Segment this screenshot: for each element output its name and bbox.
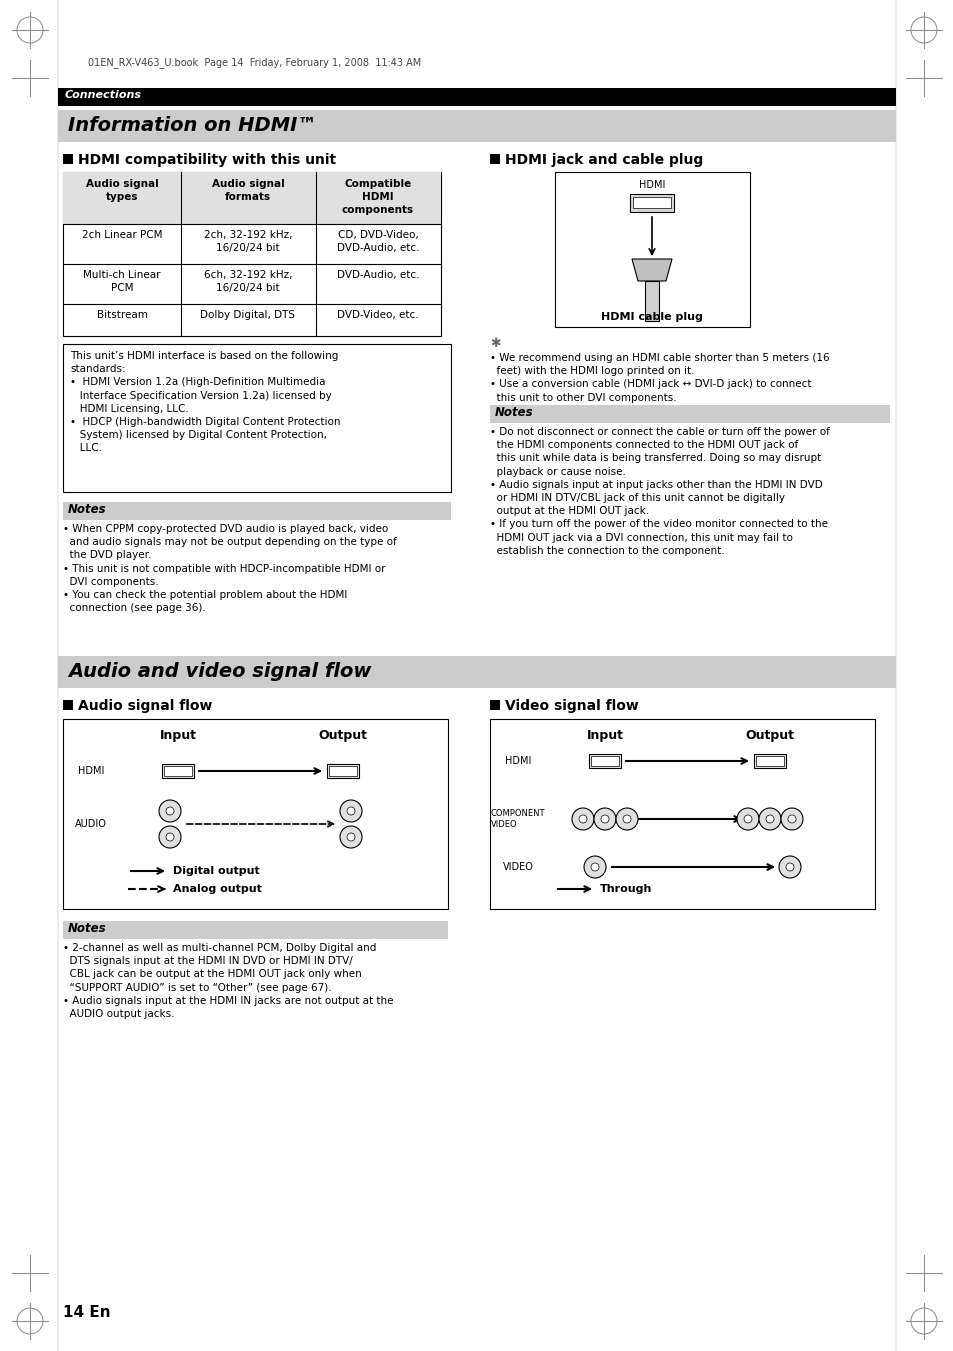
- Text: Through: Through: [599, 884, 652, 894]
- Text: 6ch, 32-192 kHz,
16/20/24 bit: 6ch, 32-192 kHz, 16/20/24 bit: [204, 270, 292, 293]
- Text: Audio and video signal flow: Audio and video signal flow: [68, 662, 371, 681]
- Text: Digital output: Digital output: [172, 866, 259, 875]
- Bar: [63, 172, 440, 224]
- Circle shape: [347, 807, 355, 815]
- Text: HDMI jack and cable plug: HDMI jack and cable plug: [504, 153, 702, 168]
- Circle shape: [339, 825, 361, 848]
- Bar: [490, 700, 499, 711]
- Text: Audio signal
formats: Audio signal formats: [212, 178, 284, 203]
- Text: HDMI cable plug: HDMI cable plug: [600, 312, 702, 322]
- Circle shape: [590, 863, 598, 871]
- Text: • 2-channel as well as multi-channel PCM, Dolby Digital and
  DTS signals input : • 2-channel as well as multi-channel PCM…: [63, 943, 393, 1019]
- Bar: [63, 921, 448, 939]
- Text: Notes: Notes: [495, 407, 533, 419]
- Circle shape: [572, 808, 594, 830]
- Bar: [644, 281, 659, 322]
- Text: HDMI: HDMI: [639, 180, 664, 190]
- Polygon shape: [631, 259, 671, 281]
- Bar: [555, 172, 749, 327]
- Bar: [164, 766, 192, 775]
- Text: COMPONENT
VIDEO: COMPONENT VIDEO: [490, 809, 545, 830]
- Bar: [588, 754, 620, 767]
- Circle shape: [785, 863, 793, 871]
- Bar: [490, 154, 499, 163]
- Bar: [63, 154, 73, 163]
- Bar: [63, 345, 451, 492]
- Bar: [327, 765, 358, 778]
- Text: Connections: Connections: [65, 91, 142, 100]
- Text: Compatible
HDMI
components: Compatible HDMI components: [341, 178, 414, 215]
- Text: Information on HDMI™: Information on HDMI™: [68, 116, 316, 135]
- Circle shape: [166, 834, 173, 842]
- Bar: [490, 405, 889, 423]
- Text: This unit’s HDMI interface is based on the following
standards:
•  HDMI Version : This unit’s HDMI interface is based on t…: [70, 351, 340, 454]
- Bar: [58, 657, 895, 688]
- Circle shape: [779, 857, 801, 878]
- Text: Output: Output: [744, 730, 794, 742]
- Text: Output: Output: [318, 730, 367, 742]
- Circle shape: [166, 807, 173, 815]
- Bar: [58, 88, 895, 105]
- Circle shape: [737, 808, 759, 830]
- Text: Audio signal flow: Audio signal flow: [78, 698, 213, 713]
- Text: 14 En: 14 En: [63, 1305, 111, 1320]
- Text: 2ch Linear PCM: 2ch Linear PCM: [82, 230, 162, 240]
- Text: AUDIO: AUDIO: [75, 819, 107, 830]
- Text: HDMI: HDMI: [78, 766, 104, 775]
- Bar: [633, 197, 670, 208]
- Text: Analog output: Analog output: [172, 884, 262, 894]
- Text: • Do not disconnect or connect the cable or turn off the power of
  the HDMI com: • Do not disconnect or connect the cable…: [490, 427, 829, 555]
- Circle shape: [594, 808, 616, 830]
- Text: • We recommend using an HDMI cable shorter than 5 meters (16
  feet) with the HD: • We recommend using an HDMI cable short…: [490, 353, 829, 403]
- Bar: [58, 109, 895, 142]
- Text: 01EN_RX-V463_U.book  Page 14  Friday, February 1, 2008  11:43 AM: 01EN_RX-V463_U.book Page 14 Friday, Febr…: [88, 57, 421, 68]
- Bar: [162, 765, 193, 778]
- Text: Audio signal
types: Audio signal types: [86, 178, 158, 203]
- Text: DVD-Video, etc.: DVD-Video, etc.: [336, 309, 418, 320]
- Text: 2ch, 32-192 kHz,
16/20/24 bit: 2ch, 32-192 kHz, 16/20/24 bit: [204, 230, 292, 253]
- Bar: [63, 172, 440, 336]
- Text: Bitstream: Bitstream: [96, 309, 148, 320]
- Bar: [590, 757, 618, 766]
- Text: Video signal flow: Video signal flow: [504, 698, 639, 713]
- Circle shape: [787, 815, 795, 823]
- Circle shape: [765, 815, 773, 823]
- Text: Multi-ch Linear
PCM: Multi-ch Linear PCM: [83, 270, 161, 293]
- Circle shape: [347, 834, 355, 842]
- Circle shape: [578, 815, 586, 823]
- Bar: [629, 195, 673, 212]
- Text: HDMI: HDMI: [504, 757, 531, 766]
- Circle shape: [743, 815, 751, 823]
- Bar: [63, 719, 448, 909]
- Circle shape: [616, 808, 638, 830]
- Bar: [755, 757, 783, 766]
- Text: Input: Input: [586, 730, 623, 742]
- Text: VIDEO: VIDEO: [502, 862, 533, 871]
- Circle shape: [159, 825, 181, 848]
- Circle shape: [781, 808, 802, 830]
- Text: • When CPPM copy-protected DVD audio is played back, video
  and audio signals m: • When CPPM copy-protected DVD audio is …: [63, 524, 396, 613]
- Text: HDMI compatibility with this unit: HDMI compatibility with this unit: [78, 153, 335, 168]
- Circle shape: [583, 857, 605, 878]
- Text: Notes: Notes: [68, 503, 107, 516]
- Bar: [329, 766, 356, 775]
- Text: CD, DVD-Video,
DVD-Audio, etc.: CD, DVD-Video, DVD-Audio, etc.: [336, 230, 418, 253]
- Circle shape: [759, 808, 781, 830]
- Bar: [63, 503, 451, 520]
- Circle shape: [339, 800, 361, 821]
- Circle shape: [159, 800, 181, 821]
- Bar: [63, 700, 73, 711]
- Text: Dolby Digital, DTS: Dolby Digital, DTS: [200, 309, 295, 320]
- Text: DVD-Audio, etc.: DVD-Audio, etc.: [336, 270, 418, 280]
- Text: ✱: ✱: [490, 336, 500, 350]
- Bar: [753, 754, 785, 767]
- Bar: [490, 719, 874, 909]
- Circle shape: [600, 815, 608, 823]
- Text: Input: Input: [159, 730, 196, 742]
- Circle shape: [622, 815, 630, 823]
- Text: Notes: Notes: [68, 921, 107, 935]
